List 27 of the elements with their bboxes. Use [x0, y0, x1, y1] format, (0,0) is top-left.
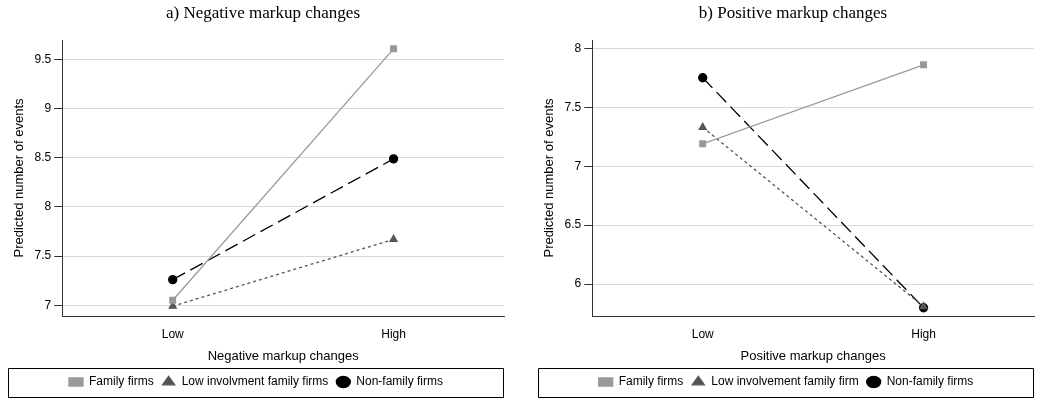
x-tick-label: High: [381, 326, 406, 341]
legend-label: Family firms: [88, 374, 154, 389]
y-tick-label: 7: [574, 158, 582, 173]
chart-title: b) Positive markup changes: [697, 2, 889, 24]
y-tick-label: 8: [44, 199, 52, 214]
x-axis-title: Positive markup changes: [740, 347, 887, 363]
legend-label: Low involvment family firms: [181, 374, 329, 389]
x-tick-label: Low: [161, 326, 185, 341]
y-tick-label: 7.5: [564, 99, 582, 114]
legend-label: Family firms: [618, 374, 684, 389]
legend-label: Non-family firms: [356, 374, 444, 389]
legend-label: Low involvement family firm: [711, 374, 859, 389]
chart-title: a) Negative markup changes: [165, 2, 361, 24]
x-axis-title: Negative markup changes: [207, 347, 360, 363]
x-tick-label: Low: [691, 326, 715, 341]
y-tick-label: 6.5: [564, 217, 582, 232]
y-tick-label: 8: [574, 40, 582, 55]
y-tick-label: 8.5: [34, 150, 52, 165]
y-tick-label: 6: [574, 276, 582, 291]
x-tick-label: High: [911, 326, 936, 341]
y-axis-title: Predicted number of events: [11, 98, 27, 258]
y-axis-title: Predicted number of events: [541, 98, 557, 258]
y-tick-label: 9: [44, 101, 52, 116]
y-tick-label: 7.5: [34, 248, 52, 263]
y-tick-label: 9.5: [34, 51, 52, 66]
legend-label: Non-family firms: [886, 374, 974, 389]
y-tick-label: 7: [44, 297, 52, 312]
